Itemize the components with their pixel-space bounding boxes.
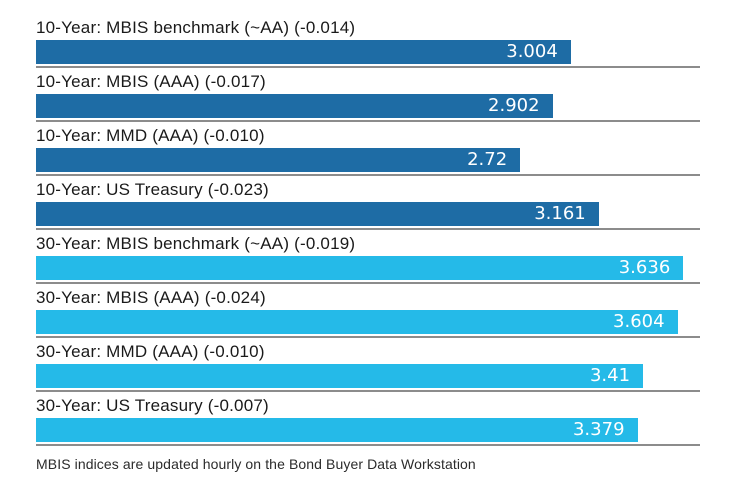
bar-track: 3.604 xyxy=(36,310,700,334)
yield-bar-chart: 10-Year: MBIS benchmark (~AA) (-0.014) 3.… xyxy=(36,0,700,472)
chart-row: 10-Year: MBIS (AAA) (-0.017) 2.902 xyxy=(36,68,700,122)
bar: 2.72 xyxy=(36,148,521,172)
bar-value-label: 3.004 xyxy=(506,41,558,62)
row-separator xyxy=(36,282,700,284)
bar: 3.604 xyxy=(36,310,678,334)
bar-value-label: 3.379 xyxy=(572,419,625,440)
bar: 3.41 xyxy=(36,364,644,388)
bar: 3.636 xyxy=(36,256,684,280)
bar: 3.161 xyxy=(36,202,599,226)
bar-value-label: 2.902 xyxy=(488,95,540,116)
row-separator xyxy=(36,336,700,338)
bar-value-label: 3.161 xyxy=(534,203,586,224)
bar-label: 30-Year: US Treasury (-0.007) xyxy=(36,396,269,415)
row-separator xyxy=(36,228,700,230)
bar-track: 3.636 xyxy=(36,256,700,280)
chart-row: 30-Year: MBIS benchmark (~AA) (-0.019) 3.… xyxy=(36,230,700,284)
bar-track: 2.72 xyxy=(36,148,700,172)
bar-label: 30-Year: MMD (AAA) (-0.010) xyxy=(36,342,265,361)
chart-footnote: MBIS indices are updated hourly on the B… xyxy=(36,456,476,472)
bar-value-label: 3.604 xyxy=(613,311,665,332)
chart-row: 10-Year: US Treasury (-0.023) 3.161 xyxy=(36,176,700,230)
bar-label: 10-Year: MMD (AAA) (-0.010) xyxy=(36,126,265,145)
bar: 3.379 xyxy=(36,418,638,442)
bar-label: 30-Year: MBIS (AAA) (-0.024) xyxy=(36,288,266,307)
chart-row: 30-Year: US Treasury (-0.007) 3.379 xyxy=(36,392,700,446)
bar-value-label: 2.72 xyxy=(467,149,508,170)
bar-track: 3.41 xyxy=(36,364,700,388)
row-separator xyxy=(36,174,700,176)
row-separator xyxy=(36,120,700,122)
row-separator xyxy=(36,444,700,446)
bar-value-label: 3.41 xyxy=(589,365,631,386)
bar-track: 3.004 xyxy=(36,40,700,64)
bar-label: 10-Year: MBIS (AAA) (-0.017) xyxy=(36,72,266,91)
bar-value-label: 3.636 xyxy=(618,257,671,278)
bar-label: 10-Year: US Treasury (-0.023) xyxy=(36,180,269,199)
chart-row: 30-Year: MBIS (AAA) (-0.024) 3.604 xyxy=(36,284,700,338)
bar-label: 30-Year: MBIS benchmark (~AA) (-0.019) xyxy=(36,234,356,253)
bar: 2.902 xyxy=(36,94,553,118)
chart-row: 10-Year: MBIS benchmark (~AA) (-0.014) 3.… xyxy=(36,14,700,68)
chart-row: 30-Year: MMD (AAA) (-0.010) 3.41 xyxy=(36,338,700,392)
bar-track: 3.161 xyxy=(36,202,700,226)
bar: 3.004 xyxy=(36,40,571,64)
bar-track: 3.379 xyxy=(36,418,700,442)
chart-row: 10-Year: MMD (AAA) (-0.010) 2.72 xyxy=(36,122,700,176)
row-separator xyxy=(36,66,700,68)
bar-label: 10-Year: MBIS benchmark (~AA) (-0.014) xyxy=(36,18,356,37)
row-separator xyxy=(36,390,700,392)
chart-rows: 10-Year: MBIS benchmark (~AA) (-0.014) 3.… xyxy=(36,14,700,446)
bar-track: 2.902 xyxy=(36,94,700,118)
